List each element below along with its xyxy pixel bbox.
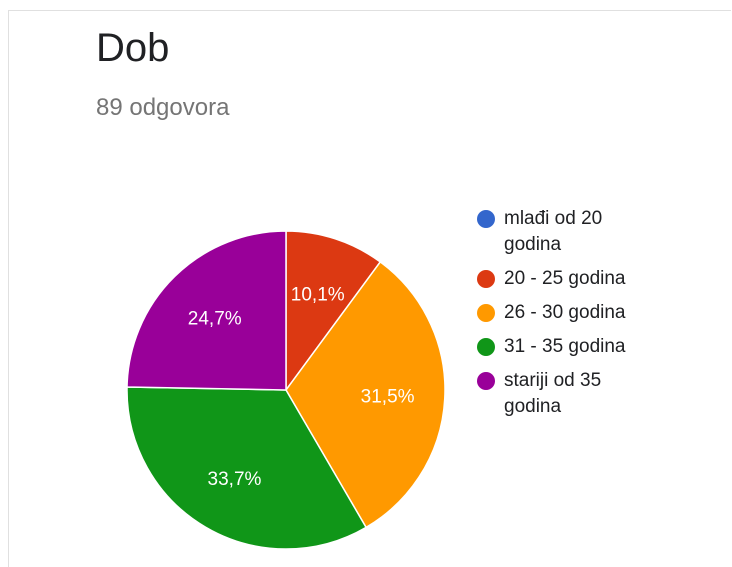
legend-item[interactable]: 26 - 30 godina <box>477 300 717 326</box>
slice-label-3: 31,5% <box>361 386 415 407</box>
legend-swatch <box>477 304 495 322</box>
legend-label: stariji od 35 godina <box>504 370 602 417</box>
legend-swatch <box>477 372 495 390</box>
pie-slice-2[interactable] <box>285 230 382 393</box>
pie-slice-5[interactable] <box>126 230 287 391</box>
legend-swatch <box>477 270 495 288</box>
slice-label-2: 10,1% <box>291 284 345 305</box>
slice-label-5: 24,7% <box>188 308 242 329</box>
response-count: 89 odgovora <box>96 94 230 121</box>
pie-slice-4[interactable] <box>126 386 368 550</box>
legend-item[interactable]: 31 - 35 godina <box>477 334 717 360</box>
pie-slice-3[interactable] <box>285 260 446 529</box>
slice-label-4: 33,7% <box>208 469 262 490</box>
legend-label: 31 - 35 godina <box>504 336 626 357</box>
chart-legend: mlađi od 20 godina 20 - 25 godina 26 - 30 … <box>477 206 717 428</box>
legend-swatch <box>477 210 495 228</box>
legend-item[interactable]: 20 - 25 godina <box>477 266 717 292</box>
legend-label: 26 - 30 godina <box>504 302 626 323</box>
legend-label: 20 - 25 godina <box>504 268 626 289</box>
legend-item[interactable]: stariji od 35 godina <box>477 368 717 420</box>
legend-item[interactable]: mlađi od 20 godina <box>477 206 717 258</box>
pie-slice-labels: 10,1% 31,5% 33,7% 24,7% <box>188 284 415 489</box>
legend-label: mlađi od 20 godina <box>504 208 603 255</box>
pie-slices <box>126 230 446 550</box>
legend-swatch <box>477 338 495 356</box>
chart-title: Dob <box>96 26 170 70</box>
